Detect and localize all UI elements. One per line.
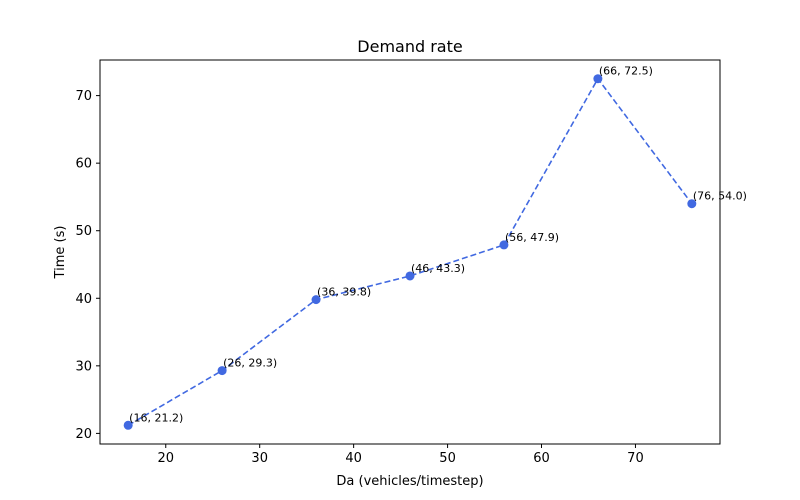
- x-axis: 20 30 40 50 60 70: [157, 444, 644, 466]
- data-point: [311, 295, 321, 305]
- y-tick-label: 60: [75, 157, 92, 172]
- x-tick-label: 30: [251, 451, 268, 466]
- x-tick-label: 60: [533, 451, 550, 466]
- data-point: [593, 74, 603, 84]
- y-tick-label: 50: [75, 224, 92, 239]
- y-tick-label: 40: [75, 292, 92, 307]
- data-point: [217, 366, 227, 376]
- y-tick-label: 20: [75, 427, 92, 442]
- x-tick-label: 50: [439, 451, 456, 466]
- data-label: (26, 29.3): [223, 357, 277, 370]
- y-tick-label: 30: [75, 359, 92, 374]
- data-point: [405, 271, 415, 281]
- y-axis: 20 30 40 50 60 70: [75, 89, 100, 442]
- y-tick-label: 70: [75, 89, 92, 104]
- data-point: [687, 199, 697, 209]
- x-tick-label: 20: [157, 451, 174, 466]
- series-line-group: [127, 77, 693, 426]
- x-axis-label: Da (vehicles/timestep): [336, 474, 483, 489]
- data-label: (46, 43.3): [411, 262, 465, 275]
- data-label: (76, 54.0): [693, 190, 747, 203]
- data-points: [123, 74, 697, 430]
- plot-frame: [99, 59, 721, 445]
- data-label: (36, 39.8): [317, 286, 371, 299]
- chart-title: Demand rate: [357, 37, 462, 56]
- data-label: (56, 47.9): [505, 231, 559, 244]
- x-tick-label: 70: [627, 451, 644, 466]
- data-labels: (16, 21.2) (26, 29.3) (36, 39.8) (46, 43.3)…: [129, 65, 747, 425]
- series-line: [127, 77, 693, 426]
- data-label: (66, 72.5): [599, 65, 653, 78]
- data-label: (16, 21.2): [129, 411, 183, 424]
- x-tick-label: 40: [345, 451, 362, 466]
- data-point: [499, 240, 509, 250]
- data-point: [123, 420, 133, 430]
- y-axis-label: Time (s): [53, 226, 68, 280]
